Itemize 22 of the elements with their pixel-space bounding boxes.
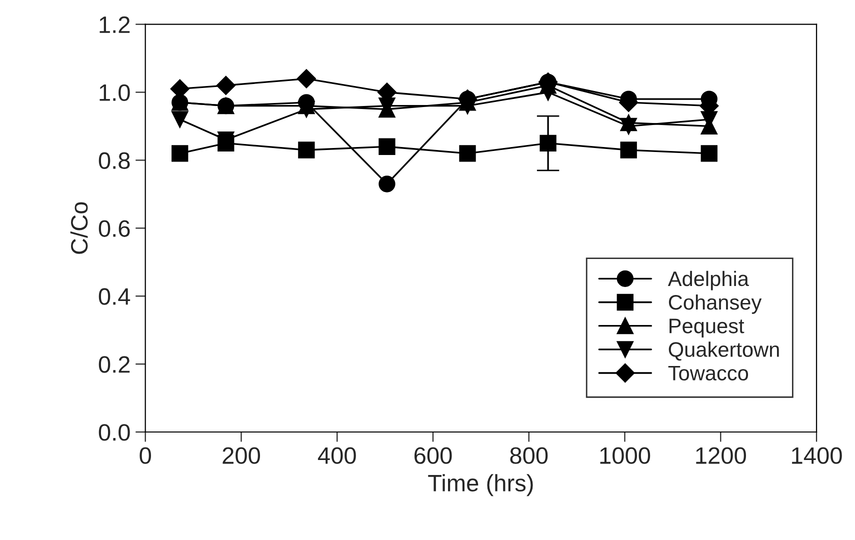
x-tick-label: 400: [318, 447, 356, 464]
x-tick-label: 0: [140, 447, 151, 464]
y-tick-label: 0.0: [98, 424, 130, 441]
y-axis-title: C/Co: [70, 202, 88, 254]
legend-label: Cohansey: [668, 294, 762, 314]
x-axis-title: Time (hrs): [428, 474, 533, 496]
x-tick-label: 200: [222, 447, 260, 464]
y-tick-label: 0.6: [98, 220, 130, 237]
y-tick-label: 1.2: [100, 16, 130, 33]
y-tick-label: 0.2: [98, 356, 130, 373]
legend-label: Pequest: [670, 318, 744, 338]
x-tick-label: 1200: [696, 447, 746, 464]
legend-label: Adelphia: [668, 270, 749, 290]
x-tick-label: 1400: [792, 447, 842, 464]
x-tick-label: 1000: [600, 447, 650, 464]
legend-label: Towacco: [668, 366, 748, 381]
y-tick-label: 0.8: [98, 152, 130, 169]
x-tick-label: 600: [414, 447, 452, 464]
y-tick-label: 1.0: [100, 84, 130, 102]
legend-label: Quakertown: [668, 342, 779, 361]
y-tick-label: 0.4: [98, 288, 130, 305]
x-tick-label: 800: [510, 447, 548, 464]
